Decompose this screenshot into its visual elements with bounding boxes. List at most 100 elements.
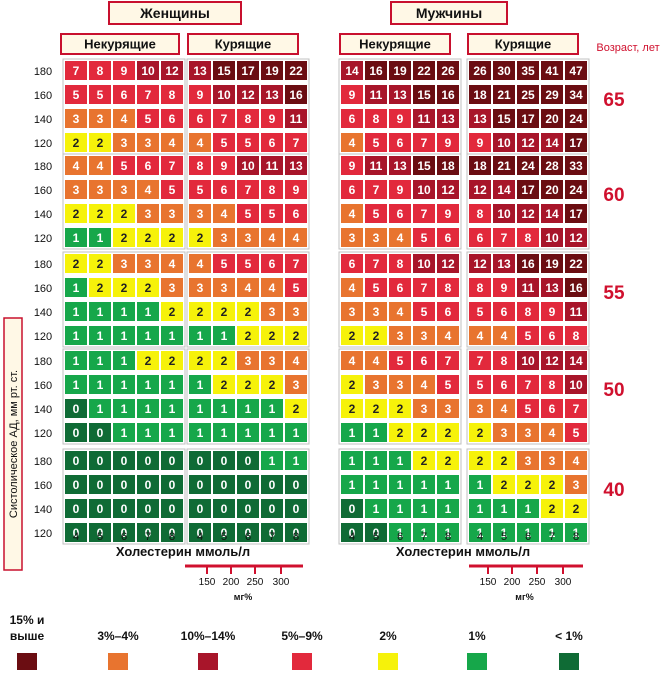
risk-cell xyxy=(389,475,411,494)
risk-value: 1 xyxy=(145,305,152,319)
women-mg-tick: 250 xyxy=(247,577,264,588)
risk-cell xyxy=(341,302,363,321)
risk-cell xyxy=(365,375,387,394)
risk-cell xyxy=(65,326,87,345)
risk-cell xyxy=(389,451,411,470)
risk-value: 33 xyxy=(569,159,583,173)
risk-cell xyxy=(213,156,235,175)
risk-cell xyxy=(437,278,459,297)
risk-value: 9 xyxy=(197,88,204,102)
risk-cell xyxy=(517,278,539,297)
risk-value: 1 xyxy=(73,305,80,319)
risk-value: 3 xyxy=(121,257,128,271)
risk-cell xyxy=(237,228,259,247)
risk-cell xyxy=(541,375,563,394)
risk-value: 6 xyxy=(221,183,228,197)
risk-cell xyxy=(89,156,111,175)
risk-value: 1 xyxy=(445,478,452,492)
risk-cell xyxy=(89,109,111,128)
risk-value: 6 xyxy=(349,183,356,197)
risk-value: 7 xyxy=(293,257,300,271)
risk-value: 1 xyxy=(373,426,380,440)
risk-cell xyxy=(413,302,435,321)
risk-cell xyxy=(189,351,211,370)
risk-value: 1 xyxy=(121,329,128,343)
risk-cell xyxy=(413,61,435,80)
risk-value: 6 xyxy=(121,88,128,102)
risk-cell xyxy=(413,423,435,442)
risk-value: 8 xyxy=(169,88,176,102)
risk-cell xyxy=(341,326,363,345)
risk-cell xyxy=(413,351,435,370)
bp-label: 180 xyxy=(34,259,52,271)
risk-cell xyxy=(413,228,435,247)
risk-value: 1 xyxy=(197,329,204,343)
risk-cell xyxy=(541,451,563,470)
risk-value: 0 xyxy=(293,478,300,492)
risk-cell xyxy=(437,399,459,418)
risk-value: 3 xyxy=(73,183,80,197)
risk-value: 3 xyxy=(121,136,128,150)
risk-cell xyxy=(341,85,363,104)
risk-cell xyxy=(541,399,563,418)
risk-value: 5 xyxy=(197,183,204,197)
bp-label: 120 xyxy=(34,138,52,150)
risk-value: 7 xyxy=(501,231,508,245)
risk-value: 3 xyxy=(293,378,300,392)
risk-cell xyxy=(113,204,135,223)
risk-cell xyxy=(65,156,87,175)
risk-value: 1 xyxy=(121,426,128,440)
risk-value: 35 xyxy=(521,64,535,78)
risk-cell xyxy=(541,180,563,199)
risk-value: 7 xyxy=(421,136,428,150)
risk-cell xyxy=(389,85,411,104)
risk-cell xyxy=(213,85,235,104)
risk-cell xyxy=(261,180,283,199)
women-nonsmoking-header: Некурящие xyxy=(84,37,156,52)
risk-value: 0 xyxy=(349,526,356,540)
risk-value: 8 xyxy=(269,183,276,197)
risk-cell xyxy=(161,399,183,418)
risk-value: 1 xyxy=(169,378,176,392)
risk-cell xyxy=(161,475,183,494)
risk-value: 0 xyxy=(145,478,152,492)
risk-value: 1 xyxy=(573,526,580,540)
risk-value: 24 xyxy=(569,112,583,126)
risk-cell xyxy=(565,326,587,345)
risk-cell xyxy=(261,399,283,418)
risk-value: 4 xyxy=(293,354,300,368)
risk-value: 3 xyxy=(293,305,300,319)
risk-value: 2 xyxy=(549,502,556,516)
risk-value: 15 xyxy=(497,112,511,126)
risk-cell xyxy=(285,228,307,247)
women-mg-tick: 200 xyxy=(223,577,240,588)
risk-cell xyxy=(113,399,135,418)
risk-value: 3 xyxy=(421,402,428,416)
bp-label: 140 xyxy=(34,209,52,221)
bp-label: 180 xyxy=(34,456,52,468)
risk-value: 34 xyxy=(569,88,583,102)
risk-cell xyxy=(237,254,259,273)
risk-cell xyxy=(565,109,587,128)
legend-label: 2% xyxy=(379,629,397,643)
risk-value: 28 xyxy=(545,159,559,173)
risk-value: 2 xyxy=(293,329,300,343)
risk-cell xyxy=(565,254,587,273)
risk-value: 1 xyxy=(197,402,204,416)
risk-cell xyxy=(113,423,135,442)
risk-cell xyxy=(413,204,435,223)
risk-value: 6 xyxy=(169,112,176,126)
risk-cell xyxy=(541,278,563,297)
risk-cell xyxy=(541,523,563,542)
risk-cell xyxy=(261,375,283,394)
risk-cell xyxy=(389,278,411,297)
risk-value: 10 xyxy=(417,257,431,271)
risk-value: 3 xyxy=(145,207,152,221)
risk-cell xyxy=(413,475,435,494)
risk-value: 4 xyxy=(169,257,176,271)
risk-value: 1 xyxy=(349,426,356,440)
risk-cell xyxy=(365,278,387,297)
risk-cell xyxy=(365,228,387,247)
risk-cell xyxy=(137,399,159,418)
risk-value: 9 xyxy=(349,88,356,102)
